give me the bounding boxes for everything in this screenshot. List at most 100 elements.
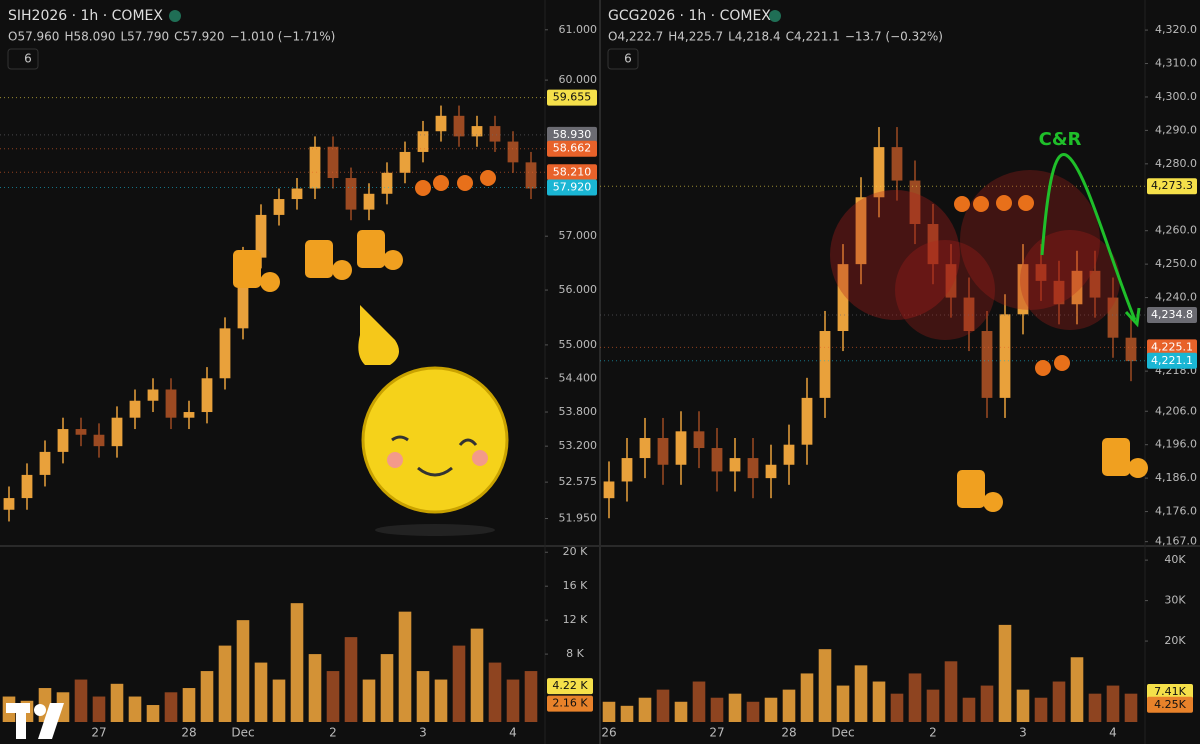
candle-body — [201, 378, 213, 413]
volume-bar — [962, 697, 976, 722]
eye — [458, 438, 478, 446]
candle-body — [765, 464, 777, 479]
candle-body — [147, 389, 159, 401]
price-label: 57.920 — [553, 180, 592, 193]
candle-body — [963, 297, 975, 332]
candle-body — [75, 429, 87, 435]
oranges — [415, 170, 1070, 376]
y-tick-label: 20 K — [563, 545, 588, 558]
jug — [233, 250, 261, 288]
y-tick-label: 55.000 — [559, 338, 598, 351]
volume-label: 4.25K — [1154, 698, 1186, 711]
volume-bar — [344, 637, 358, 722]
candle-body — [675, 431, 687, 465]
header-value: 57.960 — [17, 30, 59, 44]
candle-body — [363, 193, 375, 210]
candle-body — [291, 188, 303, 200]
candle-body — [783, 444, 795, 465]
candle-body — [873, 147, 885, 198]
volume-bar — [872, 681, 886, 722]
x-tick-label: 28 — [781, 726, 796, 740]
volume-bar — [1016, 689, 1030, 722]
volume-bar — [674, 701, 688, 722]
cheek — [472, 450, 488, 466]
y-tick-label: 56.000 — [559, 283, 598, 296]
candle-body — [819, 331, 831, 398]
y-tick-label: 4,280.0 — [1155, 157, 1197, 170]
volume-bar — [1106, 685, 1120, 722]
y-tick-label: 52.575 — [559, 475, 598, 488]
volume-bar — [470, 628, 484, 722]
orange — [383, 250, 403, 270]
candle-body — [525, 162, 537, 189]
volume-bar — [362, 679, 376, 722]
logo — [6, 703, 64, 739]
candle-body — [621, 458, 633, 482]
price-label: 4,234.8 — [1151, 308, 1193, 321]
volume-bar — [908, 673, 922, 722]
volume-bar — [146, 705, 160, 722]
y-tick-label: 4,260.0 — [1155, 224, 1197, 237]
volume-bar — [710, 697, 724, 722]
volume-bar — [836, 685, 850, 722]
candle-body — [927, 224, 939, 265]
price-label-box — [1147, 352, 1197, 369]
volume-bar — [434, 679, 448, 722]
header-value: 4,218.4 — [735, 30, 781, 44]
volume-bar — [272, 679, 286, 722]
mouth — [417, 466, 453, 477]
x-tick-label: Dec — [231, 726, 254, 740]
candle-body — [471, 126, 483, 137]
y-tick-label: 4,320.0 — [1155, 23, 1197, 36]
volume-bar — [128, 696, 142, 722]
candle-body — [507, 141, 519, 163]
candle-body — [603, 481, 615, 499]
candle-body — [891, 147, 903, 181]
chart-title: GCG2026 · 1h · COMEX — [608, 8, 771, 24]
price-label: 59.655 — [553, 91, 592, 104]
candle-body — [837, 264, 849, 332]
volume-bar — [236, 620, 250, 722]
volume-bar — [638, 697, 652, 722]
y-tick-label: 4,290.0 — [1155, 123, 1197, 136]
candle-body — [981, 331, 993, 398]
arrow — [1040, 153, 1137, 321]
y-tick-label: 61.000 — [559, 23, 598, 36]
header-value: C — [786, 30, 794, 44]
y-tick-label: 4,310.0 — [1155, 57, 1197, 70]
candle-body — [255, 214, 267, 258]
candle-body — [999, 314, 1011, 398]
orange — [260, 272, 280, 292]
volume-bar — [182, 688, 196, 722]
volume-bar — [998, 624, 1012, 722]
cheek — [387, 452, 403, 468]
volume-bar — [1070, 657, 1084, 722]
y-tick-label: 20K — [1164, 634, 1186, 647]
jug — [957, 470, 985, 508]
volume-bar — [890, 693, 904, 722]
y-tick-label: 40K — [1164, 553, 1186, 566]
header-value: O — [608, 30, 617, 44]
y-tick-label: 4,196.0 — [1155, 438, 1197, 451]
volume-bar — [524, 671, 538, 722]
volume-bar — [818, 649, 832, 722]
price-label-box — [547, 179, 597, 196]
candle-body — [489, 126, 501, 142]
candle-body — [129, 400, 141, 418]
x-tick-label: 26 — [601, 726, 616, 740]
x-tick-label: Dec — [831, 726, 854, 740]
y-tick-label: 12 K — [563, 613, 588, 626]
x-tick-label: 28 — [181, 726, 196, 740]
candle-body — [57, 429, 69, 452]
jug — [1102, 438, 1130, 476]
volume-bar — [656, 689, 670, 722]
y-tick-label: 4,176.0 — [1155, 505, 1197, 518]
volume-bar — [620, 705, 634, 722]
price-label-box — [547, 89, 597, 106]
orange — [983, 492, 1003, 512]
volume-bar — [110, 683, 124, 722]
candle-body — [945, 264, 957, 298]
volume-label-box — [1147, 696, 1193, 713]
volume-bar — [164, 692, 178, 722]
